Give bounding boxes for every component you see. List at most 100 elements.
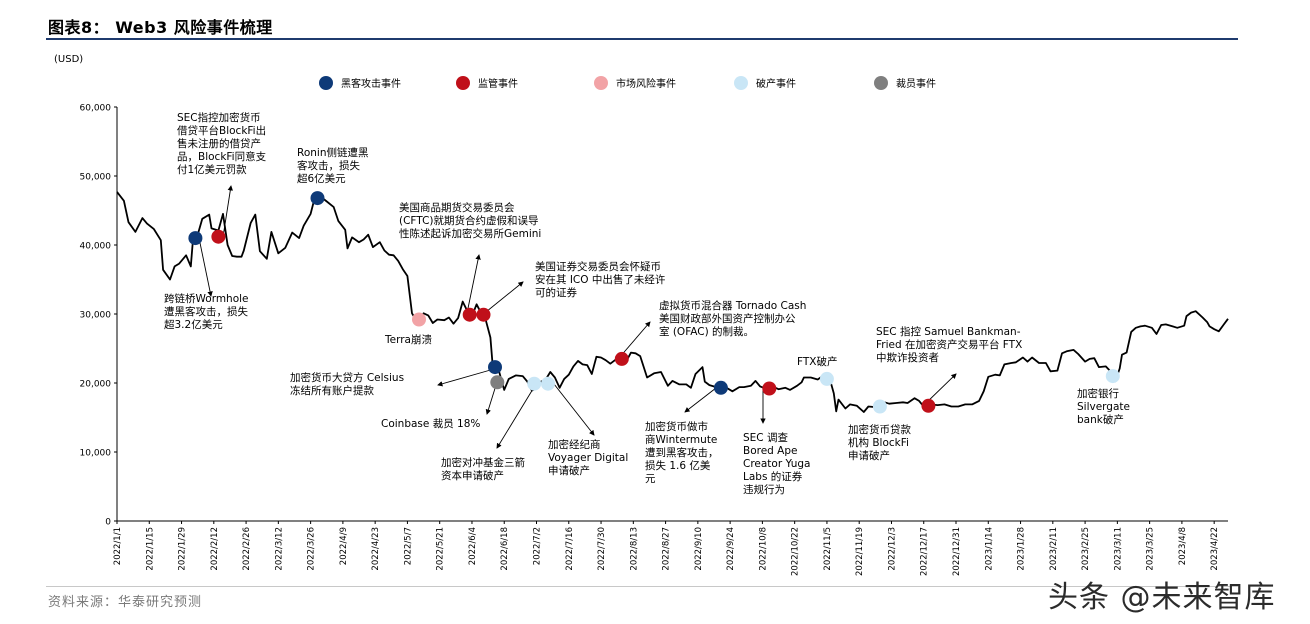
event-label: 美国证券交易委员会怀疑币安在其 ICO 中出售了未经许可的证券 — [535, 260, 666, 299]
event-label: 加密货币大贷方 Celsius 冻结所有账户提款 — [290, 371, 404, 397]
x-tick-label: 2022/7/2 — [533, 527, 543, 565]
event-label-line: FTX破产 — [797, 355, 837, 368]
event-label-line: 加密货币做市 — [645, 420, 708, 433]
x-tick-label: 2023/4/22 — [1210, 527, 1220, 571]
event-label-line: 违规行为 — [743, 483, 785, 496]
event-label-line: 损失 1.6 亿美 — [645, 459, 711, 472]
x-tick-label: 2022/12/31 — [952, 527, 962, 576]
x-tick-label: 2022/1/15 — [145, 527, 155, 571]
event-label-line: 品，BlockFi同意支 — [177, 150, 267, 163]
legend-label: 破产事件 — [756, 77, 796, 90]
legend-item: 市场风险事件 — [594, 76, 676, 90]
event-label-line: 元 — [645, 473, 656, 485]
legend-marker — [594, 76, 608, 90]
x-tick-label: 2022/11/19 — [855, 527, 865, 576]
x-tick-label: 2022/11/5 — [823, 527, 833, 571]
y-tick-label: 50,000 — [80, 173, 112, 183]
x-tick-label: 2022/3/12 — [274, 527, 284, 571]
y-tick-label: 0 — [105, 518, 111, 528]
event-marker — [462, 307, 477, 322]
event-label-line: 加密货币贷款 — [848, 423, 911, 436]
legend-label: 裁员事件 — [896, 77, 936, 90]
x-tick-label: 2023/2/25 — [1081, 527, 1091, 571]
title-divider — [46, 38, 1238, 40]
event-label: 加密货币贷款机构 BlockFi 申请破产 — [848, 423, 911, 462]
event-label: 加密货币做市商Wintermute 遭到黑客攻击，损失 1.6 亿美元 — [645, 420, 719, 485]
legend-label: 黑客攻击事件 — [341, 77, 401, 90]
event-marker — [488, 360, 502, 375]
event-leader-line — [222, 185, 233, 238]
footer-divider — [46, 586, 1238, 587]
event-label-line: 超3.2亿美元 — [164, 318, 223, 331]
event-marker — [1105, 369, 1120, 384]
x-tick-label: 2023/3/25 — [1146, 527, 1156, 571]
event-marker — [541, 376, 555, 391]
event-label: Terra崩溃 — [384, 333, 432, 346]
event-label: SEC 调查 Bored Ape Creator Yuga Labs 的证券违规行为 — [743, 431, 810, 496]
event-label-line: 美国证券交易委员会怀疑币 — [535, 260, 661, 273]
event-label-line: 跨链桥Wormhole — [164, 292, 249, 305]
x-tick-label: 2022/1/29 — [178, 527, 188, 571]
event-label-line: 虚拟货币混合器 Tornado Cash — [659, 299, 806, 312]
event-marker — [819, 371, 834, 386]
event-label-line: 中欺诈投资者 — [876, 351, 939, 364]
event-label-line: 美国财政部外国资产控制办公 — [659, 312, 796, 325]
event-leader-line — [618, 321, 651, 359]
event-label-line: 可的证券 — [535, 286, 577, 299]
x-tick-label: 2022/4/9 — [339, 527, 349, 565]
x-tick-label: 2023/1/28 — [1017, 527, 1027, 571]
x-tick-label: 2022/12/17 — [920, 527, 930, 576]
page-title: 图表8： Web3 风险事件梳理 — [48, 18, 273, 37]
price-line — [116, 191, 1229, 413]
event-label: 虚拟货币混合器 Tornado Cash 美国财政部外国资产控制办公室 (OFAC… — [659, 299, 806, 338]
x-tick-label: 2022/6/4 — [468, 527, 478, 565]
x-tick-label: 2022/8/13 — [629, 527, 639, 571]
legend-marker — [734, 76, 748, 90]
event-label-line: 借贷平台BlockFi出 — [177, 124, 266, 137]
event-label-line: Creator Yuga — [743, 458, 810, 470]
legend-label: 市场风险事件 — [616, 77, 676, 90]
x-tick-label: 2022/1/1 — [113, 527, 123, 565]
event-label-line: 加密银行 — [1077, 387, 1119, 400]
event-label-line: 商Wintermute — [645, 433, 717, 446]
event-label: SEC指控加密货币借贷平台BlockFi出售未注册的借贷产品，BlockFi同意… — [177, 111, 267, 176]
x-tick-label: 2022/2/26 — [242, 527, 252, 571]
event-label-line: SEC指控加密货币 — [177, 111, 261, 124]
event-label-line: 遭到黑客攻击， — [645, 446, 719, 459]
x-tick-label: 2022/10/22 — [791, 527, 801, 576]
event-label-line: Voyager Digital — [548, 452, 628, 464]
event-label-line: Ronin侧链遭黑 — [297, 146, 368, 159]
x-tick-label: 2022/12/3 — [887, 527, 897, 571]
event-marker — [490, 375, 505, 390]
event-marker — [310, 191, 325, 206]
event-leader-line — [465, 254, 481, 319]
event-label: 跨链桥Wormhole 遭黑客攻击，损失超3.2亿美元 — [164, 292, 249, 331]
event-marker — [412, 312, 426, 327]
x-tick-label: 2022/5/21 — [436, 527, 446, 571]
event-label-line: 超6亿美元 — [297, 172, 346, 185]
event-annotations: 跨链桥Wormhole 遭黑客攻击，损失超3.2亿美元 SEC指控加密货币借贷平台B… — [164, 111, 1130, 496]
legend-item: 裁员事件 — [874, 76, 936, 90]
event-marker — [211, 229, 226, 244]
event-leader-line — [198, 237, 213, 297]
event-label-line: 安在其 ICO 中出售了未经许 — [535, 273, 666, 286]
event-marker — [188, 231, 203, 246]
legend-item: 黑客攻击事件 — [319, 76, 401, 90]
event-leader-lines — [198, 185, 957, 449]
x-tick-label: 2023/4/8 — [1178, 527, 1188, 565]
event-label-line: Silvergate — [1077, 401, 1130, 413]
legend-label: 监管事件 — [478, 77, 518, 90]
event-label: 美国商品期货交易委员会(CFTC)就期货合约虚假和误导性陈述起诉加密交易所Gem… — [399, 201, 541, 240]
y-tick-label: 20,000 — [80, 380, 112, 390]
x-tick-label: 2022/10/8 — [758, 527, 768, 571]
event-label-line: (CFTC)就期货合约虚假和误导 — [399, 214, 539, 227]
event-label-line: SEC 调查 — [743, 431, 788, 444]
legend-marker — [874, 76, 888, 90]
y-tick-label: 30,000 — [80, 311, 112, 321]
axes: (USD) 0 10,000 20,000 30,000 40,000 50,000 60,0… — [54, 54, 1228, 576]
event-label: FTX破产 — [797, 355, 837, 368]
event-label-line: 加密经纪商 — [548, 438, 601, 451]
event-label-line: 售未注册的借贷产 — [177, 137, 261, 150]
event-marker — [527, 376, 542, 391]
event-label-line: SEC 指控 Samuel Bankman- — [876, 325, 1021, 338]
